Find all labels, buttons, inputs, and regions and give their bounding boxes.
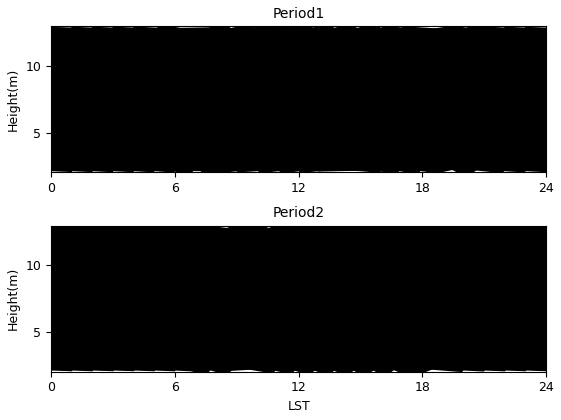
Text: (b): (b) (53, 230, 73, 244)
Title: Period1: Period1 (273, 7, 325, 21)
X-axis label: LST: LST (287, 400, 310, 413)
Y-axis label: Height(m): Height(m) (7, 68, 20, 131)
Text: (a): (a) (53, 31, 73, 45)
Y-axis label: Height(m): Height(m) (7, 267, 20, 330)
Title: Period2: Period2 (273, 206, 325, 220)
